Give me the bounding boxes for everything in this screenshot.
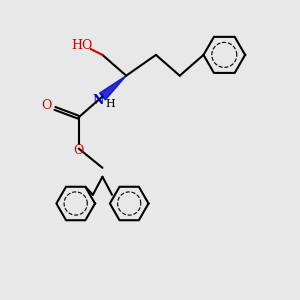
Text: N: N: [92, 94, 104, 107]
Text: H: H: [105, 99, 115, 109]
Text: O: O: [74, 143, 84, 157]
Text: O: O: [41, 99, 51, 112]
Text: HO: HO: [71, 40, 92, 52]
Polygon shape: [100, 76, 126, 100]
